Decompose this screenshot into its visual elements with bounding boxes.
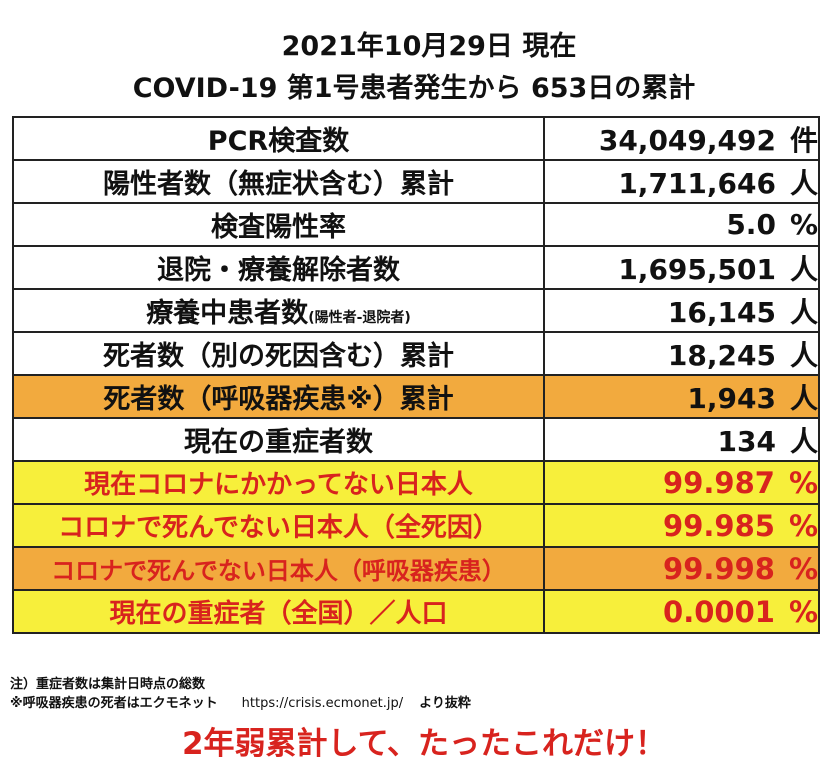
row-label-text: 陽性者数（無症状含む）累計 [103, 169, 454, 200]
row-value: 99.985% [543, 503, 820, 548]
row-value-unit: 人 [789, 252, 818, 286]
footnote-2: ※呼吸器疾患の死者はエクモネット https://crisis.ecmonet.j… [10, 694, 471, 713]
row-label: 死者数（呼吸器疾患※）累計 [12, 374, 545, 419]
row-label-text: 死者数（呼吸器疾患※）累計 [103, 384, 454, 415]
table-row: 陽性者数（無症状含む）累計 1,711,646 人 [12, 159, 820, 204]
row-value-number: 1,695,501 [618, 252, 776, 286]
row-label: コロナで死んでない日本人（全死因） [12, 503, 545, 548]
row-label: 検査陽性率 [12, 202, 545, 247]
table-row-highlight-yellow: 現在の重症者（全国）／人口 0.0001% [12, 589, 820, 634]
row-value-number: 1,943 [687, 381, 776, 415]
row-label-text: 死者数（別の死因含む）累計 [103, 341, 454, 372]
row-label-text: コロナで死んでない日本人（呼吸器疾患） [51, 557, 506, 585]
table-row-highlight-orange: コロナで死んでない日本人（呼吸器疾患） 99.998% [12, 546, 820, 591]
row-value-number: 99.987 [663, 465, 775, 500]
row-label-text: 現在の重症者数 [184, 427, 373, 458]
row-label: 現在コロナにかかってない日本人 [12, 460, 545, 505]
table-row: PCR検査数 34,049,492 件 [12, 116, 820, 161]
table-row: 退院・療養解除者数 1,695,501 人 [12, 245, 820, 290]
row-value: 18,245 人 [543, 331, 820, 376]
row-value-number: 5.0 [726, 208, 776, 241]
row-label-text: 現在コロナにかかってない日本人 [84, 470, 473, 500]
row-value-number: 134 [717, 424, 776, 458]
table-row: 検査陽性率 5.0% [12, 202, 820, 247]
row-value: 1,711,646 人 [543, 159, 820, 204]
row-value-unit: 人 [789, 424, 818, 458]
source-suffix: より抜粋 [419, 696, 471, 711]
source-url: https://crisis.ecmonet.jp/ [241, 696, 404, 711]
row-value-unit: 人 [789, 295, 818, 329]
row-value-number: 16,145 [667, 295, 776, 329]
row-label-text: 療養中患者数 [146, 298, 309, 329]
row-label-note: (陽性者-退院者) [308, 310, 411, 326]
row-value-number: 34,049,492 [598, 123, 776, 157]
slogan: 2年弱累計して、たったこれだけ！ [181, 726, 667, 762]
row-value-unit: 人 [789, 338, 818, 372]
row-value-unit: % [788, 594, 818, 629]
row-label-text: 退院・療養解除者数 [157, 255, 400, 286]
row-label-text: PCR検査数 [207, 126, 350, 157]
row-value-unit: 人 [789, 166, 818, 200]
row-value: 5.0% [543, 202, 820, 247]
table-row: 療養中患者数(陽性者-退院者) 16,145 人 [12, 288, 820, 333]
row-value: 99.998% [543, 546, 820, 591]
table-row-highlight-yellow: コロナで死んでない日本人（全死因） 99.985% [12, 503, 820, 548]
row-value-number: 1,711,646 [618, 166, 776, 200]
row-label: 療養中患者数(陽性者-退院者) [12, 288, 545, 333]
row-value: 134 人 [543, 417, 820, 462]
row-value-unit: % [789, 208, 818, 241]
table-row: 死者数（別の死因含む）累計 18,245 人 [12, 331, 820, 376]
title-subtitle: COVID-19 第1号患者発生から 653日の累計 [132, 73, 696, 104]
footnote-2-text: ※呼吸器疾患の死者はエクモネット [10, 696, 218, 711]
row-value-number: 99.985 [663, 508, 775, 543]
row-label: 現在の重症者数 [12, 417, 545, 462]
row-label-text: 検査陽性率 [211, 212, 346, 243]
row-value: 1,695,501 人 [543, 245, 820, 290]
row-value-number: 99.998 [663, 551, 775, 586]
row-label-text: 現在の重症者（全国）／人口 [109, 599, 448, 629]
row-value-unit: % [788, 551, 818, 586]
row-value-unit: 件 [789, 123, 818, 157]
row-label: 死者数（別の死因含む）累計 [12, 331, 545, 376]
table-row-highlight-yellow: 現在コロナにかかってない日本人 99.987% [12, 460, 820, 505]
row-label: 現在の重症者（全国）／人口 [12, 589, 545, 634]
row-value: 34,049,492 件 [543, 116, 820, 161]
table-row-highlight-orange: 死者数（呼吸器疾患※）累計 1,943 人 [12, 374, 820, 419]
row-value-unit: % [788, 465, 818, 500]
row-value: 1,943 人 [543, 374, 820, 419]
row-label: 陽性者数（無症状含む）累計 [12, 159, 545, 204]
footnote-1: 注）重症者数は集計日時点の総数 [10, 677, 206, 692]
row-value-number: 0.0001 [663, 594, 775, 629]
row-label: PCR検査数 [12, 116, 545, 161]
stats-table: PCR検査数 34,049,492 件 陽性者数（無症状含む）累計 1,711,6… [12, 116, 820, 634]
row-value: 99.987% [543, 460, 820, 505]
row-value: 0.0001% [543, 589, 820, 634]
row-label: 退院・療養解除者数 [12, 245, 545, 290]
row-value-number: 18,245 [667, 338, 776, 372]
footnotes: 注）重症者数は集計日時点の総数 ※呼吸器疾患の死者はエクモネット https://… [10, 675, 471, 713]
row-value: 16,145 人 [543, 288, 820, 333]
table-row: 現在の重症者数 134 人 [12, 417, 820, 462]
row-label: コロナで死んでない日本人（呼吸器疾患） [12, 546, 545, 591]
title-date: 2021年10月29日 現在 [281, 31, 577, 62]
row-value-unit: 人 [789, 381, 818, 415]
row-label-text: コロナで死んでない日本人（全死因） [58, 513, 499, 543]
row-value-unit: % [788, 508, 818, 543]
